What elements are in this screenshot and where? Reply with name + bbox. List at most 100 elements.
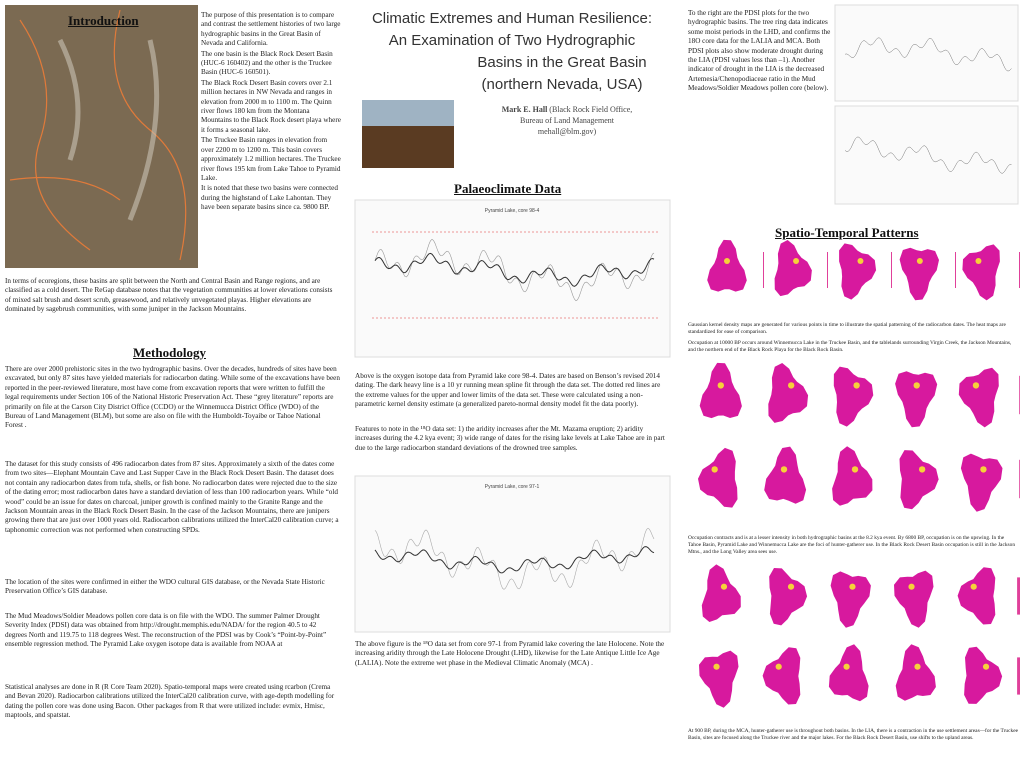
palaeo-text: The above figure is the ¹⁸O data set fro… [355,640,665,667]
heat-map-region [964,646,1003,704]
heat-map-region [899,450,939,510]
heat-map-hotspot [908,583,915,590]
map-caption: Gaussian kernel density maps are generat… [688,322,1006,335]
map-playas [57,38,160,221]
pdsi-chart-2 [834,105,1019,205]
author-block: Mark E. Hall (Black Rock Field Office, B… [462,104,672,137]
title-line: (northern Nevada, USA) [481,76,643,93]
heat-map-hotspot [853,382,860,389]
heat-map-hotspot [780,466,788,473]
heat-map-region [762,647,801,705]
pdsi-text: To the right are the PDSI plots for the … [688,9,831,93]
basin-map [5,5,198,268]
chart-image-1 [354,199,671,358]
chart-title: Pyramid Lake, core 97-1 [485,484,540,490]
map-caption: Occupation contracts and is at a lesser … [688,535,1016,555]
heat-map-region [774,240,812,297]
heat-map-region [895,644,936,701]
heat-map-hotspot [713,663,720,670]
intro-paragraph: The Truckee Basin ranges in elevation fr… [201,136,341,182]
heat-map-hotspot [851,466,859,473]
palaeo-text: Above is the oxygen isotope data from Py… [355,372,661,409]
heat-map-hotspot [857,258,864,264]
heat-map-hotspot [720,583,728,590]
heading: Methodology [133,345,206,360]
affiliation: Bureau of Land Management [520,116,614,125]
heat-map-region [895,371,938,428]
pdsi-chart-1 [834,4,1019,102]
heat-map-hotspot [913,382,920,389]
heat-map-region [699,650,739,708]
heat-map-region [768,363,809,423]
heat-map-hotspot [793,258,800,264]
heat-map-region [899,247,939,301]
heat-map-region [830,571,871,628]
heat-map-legend [1017,657,1020,695]
heading: Introduction [68,13,139,28]
intro-text: The purpose of this presentation is to c… [201,11,341,214]
affiliation: mehall@blm.gov) [537,127,597,136]
methodology-text: The dataset for this study consists of 4… [5,460,339,534]
heat-map-region [894,570,934,628]
heat-map-hotspot [724,258,730,264]
heat-map-hotspot [918,466,926,473]
heat-map-hotspot [711,466,718,473]
heat-map-hotspot [787,583,795,590]
heat-map-region [832,446,873,506]
heat-map-region [960,453,1003,512]
methodology-text: There are over 2000 prehistoric sites in… [5,365,340,430]
intro-paragraph: It is noted that these two basins were c… [201,184,338,212]
heat-map-hotspot [916,258,923,264]
heat-map-hotspot [972,382,980,389]
chart-title: Pyramid Lake, core 98-4 [485,208,540,214]
heat-map-hotspot [975,258,982,264]
heat-map-hotspot [775,663,782,670]
heat-map-hotspot [914,663,921,670]
title-line: An Examination of Two Hydrographic [388,32,636,49]
heat-map-region [962,244,1000,301]
chart-image-line [374,239,655,302]
heat-map-region [699,362,742,419]
map-caption: Occupation at 10000 BP occurs around Win… [688,340,1012,353]
methodology-text: Statistical analyses are done in R (R Co… [5,683,335,720]
author-line: Mark E. Hall (Black Rock Field Office, [462,104,672,115]
heat-map-region [828,644,869,702]
methodology-text: The location of the sites were confirmed… [5,578,325,596]
intro-paragraph: The purpose of this presentation is to c… [201,11,341,48]
heat-map-region [958,367,999,428]
heat-map-region [957,567,996,625]
chart-image-line [374,252,655,287]
heat-map-hotspot [843,663,850,670]
heat-map-hotspot [970,583,977,590]
chart-image-line [374,546,655,574]
heat-map-hotspot [849,583,856,590]
book-cover-sky [362,100,454,126]
heat-map-region [833,366,874,427]
map-caption: At 900 BP, during the MCA, hunter-gather… [688,728,1018,741]
map-boundaries [9,9,187,261]
poster-title: Climatic Extremes and Human Resilience: … [352,8,672,96]
affiliation: (Black Rock Field Office, [549,105,633,114]
heat-map-region [769,568,808,626]
intro-paragraph: The one basin is the Black Rock Desert B… [201,49,333,77]
heat-map-region [764,446,807,504]
heat-map-hotspot [787,382,795,389]
palaeo-text: Features to note in the ¹⁸O data set: 1)… [355,425,665,452]
title-line: Climatic Extremes and Human Resilience: [371,10,653,27]
heat-map-region [839,243,877,300]
heat-map-hotspot [717,382,724,389]
heat-map-region [707,239,747,292]
heading: Spatio-Temporal Patterns [775,225,919,240]
ecoregions-text: In terms of ecoregions, these basins are… [5,277,333,314]
heat-map-hotspot [982,663,990,670]
chart-image-2 [354,475,671,633]
heat-map-region [701,564,741,622]
chart-image-line [844,37,1012,72]
chart-image-line [844,136,1012,174]
heat-map-region [698,447,738,508]
title-line: Basins in the Great Basin [477,54,647,71]
heat-map-hotspot [980,466,987,473]
heading: Palaeoclimate Data [454,181,562,196]
